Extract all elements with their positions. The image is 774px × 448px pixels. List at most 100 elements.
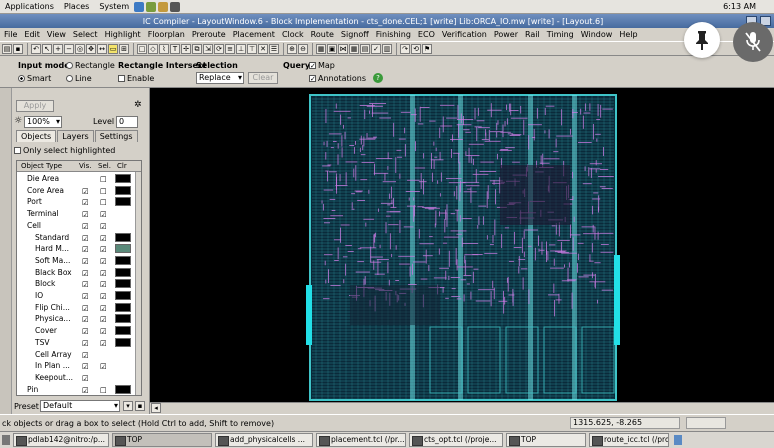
line-radio[interactable]: Line [66,74,92,83]
help-icon[interactable]: ? [373,73,383,83]
color-swatch[interactable] [115,232,131,242]
vis-checkbox[interactable]: ☑ [82,303,89,313]
taskbar-item[interactable]: cts_opt.tcl (/proje... [409,433,503,447]
sel-checkbox[interactable]: ☐ [100,385,107,395]
vis-checkbox[interactable]: ☑ [82,233,89,243]
table-row[interactable]: Die Area ☐ [17,173,135,185]
sel-checkbox[interactable]: ☑ [100,292,107,301]
tab-layers[interactable]: Layers [57,130,94,142]
terminal-icon[interactable] [170,1,181,12]
vis-checkbox[interactable]: ☑ [82,245,89,255]
table-row[interactable]: IO ☑ ☑ [17,290,135,302]
menu-edit[interactable]: Edit [24,30,40,39]
sel-checkbox[interactable]: ☑ [100,327,107,337]
clear-button[interactable]: Clear [248,72,278,84]
table-row[interactable]: Keepout... ☑ [17,372,135,384]
workspace-switcher-icon[interactable] [674,435,682,445]
table-row[interactable]: TSV ☑ ☑ [17,337,135,349]
sel-checkbox[interactable]: ☑ [100,233,107,243]
rotate-icon[interactable]: ⟳ [214,43,224,54]
color-swatch[interactable] [115,337,131,347]
color-swatch[interactable] [115,197,131,207]
rectangle-radio[interactable]: Rectangle [66,61,115,70]
sel-checkbox[interactable]: ☑ [100,221,107,231]
column-object-type[interactable]: Object Type [21,162,63,170]
color-swatch[interactable] [115,174,131,183]
table-row[interactable]: In Plan ... ☑ ☑ [17,360,135,372]
zoom-box-icon[interactable]: ⊕ [287,43,297,54]
taskbar-item[interactable]: route_icc.tcl (/proj... [589,433,669,447]
menu-rail[interactable]: Rail [525,30,540,39]
sel-checkbox[interactable]: ☐ [100,186,107,196]
applications-menu[interactable]: Applications [5,2,54,11]
zoom-fit-icon[interactable]: ◎ [75,43,85,54]
vis-checkbox[interactable]: ☑ [82,362,89,372]
sel-checkbox[interactable]: ☑ [100,362,107,372]
menu-clock[interactable]: Clock [281,30,304,39]
browser-icon[interactable] [134,1,145,12]
sel-checkbox[interactable]: ☑ [100,303,107,313]
menu-signoff[interactable]: Signoff [340,30,369,39]
smart-radio[interactable]: Smart [18,74,51,83]
enable-checkbox[interactable]: Enable [118,74,154,83]
show-desktop-icon[interactable] [2,435,10,445]
zoom-in-icon[interactable]: + [53,43,63,54]
sel-checkbox[interactable]: ☑ [100,268,107,278]
split-icon[interactable]: ⊥ [236,43,246,54]
preset-menu-icon[interactable]: ▾ [123,401,133,411]
table-row[interactable]: Physica... ☑ ☑ [17,313,135,325]
table-row[interactable]: Cell ☑ ☑ [17,220,135,232]
table-row[interactable]: Black Box ☑ ☑ [17,267,135,279]
cell-icon[interactable]: ▦ [349,43,359,54]
table-row[interactable]: Pin ☑ ☐ [17,384,135,395]
properties-icon[interactable]: ☰ [269,43,279,54]
table-row[interactable]: Soft Ma... ☑ ☑ [17,255,135,267]
table-scrollbar[interactable] [135,172,141,395]
table-row[interactable]: Cell Array ☑ [17,349,135,361]
layout-canvas[interactable] [150,88,774,402]
menu-window[interactable]: Window [580,30,613,39]
refresh-icon[interactable]: ⟲ [411,43,421,54]
stretch-icon[interactable]: ⇲ [203,43,213,54]
check-icon[interactable]: ✓ [371,43,381,54]
table-row[interactable]: Block ☑ ☑ [17,278,135,290]
zoom-dropdown[interactable]: 100% ▾ [24,116,62,128]
table-row[interactable]: Cover ☑ ☑ [17,325,135,337]
save-icon[interactable]: ▪ [13,43,23,54]
map-icon[interactable]: ▥ [382,43,392,54]
report-icon[interactable]: ▤ [360,43,370,54]
table-row[interactable]: Port ☑ ☐ [17,196,135,208]
copy-icon[interactable]: ⧉ [192,43,202,54]
menu-select[interactable]: Select [72,30,98,39]
sel-checkbox[interactable]: ☑ [100,210,107,220]
vis-checkbox[interactable]: ☑ [82,186,89,196]
color-swatch[interactable] [115,384,131,394]
menu-help[interactable]: Help [619,30,638,39]
color-swatch[interactable] [115,326,131,336]
mute-button[interactable] [733,22,773,62]
menu-verification[interactable]: Verification [441,30,487,39]
path-icon[interactable]: ⌇ [159,43,169,54]
vis-checkbox[interactable]: ☑ [82,373,89,383]
places-menu[interactable]: Places [63,2,90,11]
zoom-prev-icon[interactable]: ⊖ [298,43,308,54]
color-swatch[interactable] [115,185,131,195]
table-row[interactable]: Hard M... ☑ ☑ [17,243,135,255]
menu-finishing[interactable]: Finishing [375,30,411,39]
text-icon[interactable]: T [170,43,180,54]
color-swatch[interactable] [115,279,131,289]
vis-checkbox[interactable]: ☑ [82,292,89,301]
sel-checkbox[interactable]: ☑ [100,338,107,348]
menu-file[interactable]: File [4,30,18,39]
net-icon[interactable]: ⋈ [338,43,348,54]
menu-floorplan[interactable]: Floorplan [147,30,185,39]
column-clr[interactable]: Clr [117,162,127,170]
open-icon[interactable]: ▤ [2,43,12,54]
grid-icon[interactable]: ▦ [316,43,326,54]
table-row[interactable]: Standard ☑ ☑ [17,232,135,244]
tab-objects[interactable]: Objects [16,130,57,142]
table-row[interactable]: Core Area ☑ ☐ [17,185,135,197]
menu-preroute[interactable]: Preroute [191,30,226,39]
merge-icon[interactable]: ⊤ [247,43,257,54]
pin-button[interactable] [684,22,720,58]
